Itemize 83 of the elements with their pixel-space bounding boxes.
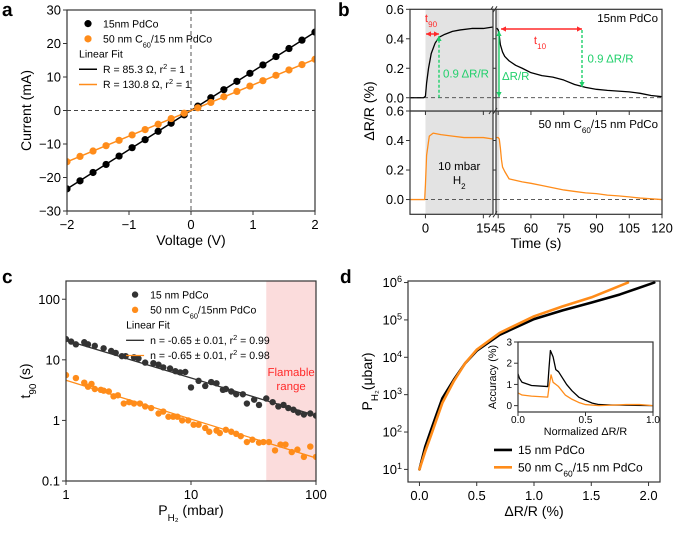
text: 50 nm C$_{60}$/15 nm PdCo <box>538 119 658 134</box>
y-tick-label: 0 <box>506 401 512 412</box>
y-tick-label: 0.2 <box>386 60 404 76</box>
y-tick-label: 0.4 <box>386 31 404 46</box>
y-tick-label: −30 <box>38 204 61 219</box>
x-axis-title: P$_{H₂}$ (mbar) <box>158 502 224 524</box>
x-tick-label: 105 <box>618 220 640 236</box>
x-tick-label: 1.0 <box>524 488 544 503</box>
chart-title: b <box>338 0 350 21</box>
y-tick-label: 0.2 <box>386 162 404 178</box>
x-tick-label: 2 <box>311 217 319 232</box>
band-label: 10 mbar H$_{2}$ <box>438 161 480 190</box>
legend-label: 15 nm PdCo <box>518 443 586 458</box>
x-tick-label: 0 <box>422 220 430 236</box>
x-tick-label: 1 <box>249 217 257 232</box>
x-tick-label: 2.0 <box>640 488 658 503</box>
y-tick-label: 0.1 <box>42 474 60 489</box>
x-tick-label: 90 <box>589 220 604 236</box>
legend-label: n = -0.65 ± 0.01, r$^{2}$ = 0.98 <box>150 348 270 362</box>
y-tick-label: 10$^{4}$ <box>382 348 402 365</box>
legend-label: n = -0.65 ± 0.01, r$^{2}$ = 0.99 <box>150 332 270 347</box>
x-tick-label: 10 <box>184 487 198 502</box>
y-tick-label: 100 <box>38 292 60 307</box>
y-tick-label: 0 <box>54 103 61 118</box>
y-tick-label: 10$^{3}$ <box>382 386 402 402</box>
x-tick-label: 75 <box>556 220 571 236</box>
legend-label: 50 nm C$_{60}$/15 nm PdCo <box>103 34 212 50</box>
annotation: t$_{90}$ <box>424 13 438 28</box>
x-tick-label: 1.5 <box>582 488 600 503</box>
band-label: Flamable range <box>267 367 315 393</box>
legend-label: R = 130.8 Ω, r$^{2}$ = 1 <box>103 76 191 92</box>
x-tick-label: 0.0 <box>410 488 428 503</box>
legend-label: R = 85.3 Ω, r$^{2}$ = 1 <box>103 61 186 76</box>
x-tick-label: 15 <box>476 220 491 236</box>
legend-label: 15 nm PdCo <box>150 289 209 302</box>
x-tick-label: −1 <box>122 217 136 232</box>
y-tick-label: 20 <box>46 36 61 52</box>
x-tick-label: 45 <box>490 220 506 236</box>
y-axis-title: Accuracy (%) <box>487 344 499 410</box>
y-tick-label: −20 <box>38 170 61 186</box>
chart-title: a <box>2 0 13 21</box>
x-tick-label: 0.5 <box>578 415 593 426</box>
y-tick-label: 0.6 <box>386 2 404 17</box>
y-tick-label: 10 <box>46 352 60 368</box>
y-tick-label: 10$^{2}$ <box>382 424 402 440</box>
annotation: 0.9 ΔR/R <box>588 53 634 66</box>
annotation: ΔR/R <box>502 71 530 83</box>
y-tick-label: 10$^{5}$ <box>382 311 402 328</box>
x-tick-label: 0 <box>187 217 195 232</box>
text: 15nm PdCo <box>597 13 658 25</box>
y-tick-label: 0.0 <box>386 192 404 208</box>
x-tick-label: 100 <box>305 487 327 502</box>
y-tick-label: 2 <box>506 358 512 370</box>
x-axis-title: Normalized ΔR/R <box>544 426 628 438</box>
x-axis-title: Voltage (V) <box>156 232 226 248</box>
annotation: Linear Fit <box>126 320 170 332</box>
x-tick-label: 1.0 <box>646 415 660 426</box>
x-tick-label: 120 <box>651 220 673 236</box>
x-axis-title: Time (s) <box>510 235 562 252</box>
annotation: t$_{10}$ <box>534 35 547 50</box>
x-axis-title: ΔR/R (%) <box>504 502 564 519</box>
y-axis-title: Current (mA) <box>18 70 34 152</box>
y-tick-label: 10$^{6}$ <box>382 274 402 290</box>
y-axis-title: ΔR/R (%) <box>361 81 377 141</box>
legend-label: 15nm PdCo <box>103 18 159 30</box>
y-tick-label: −10 <box>38 136 61 152</box>
y-tick-label: 0.4 <box>386 133 404 148</box>
y-tick-label: 10$^{1}$ <box>382 460 402 477</box>
x-tick-label: −2 <box>60 217 74 232</box>
legend-label: 50 nm C$_{60}$/15 nm PdCo <box>518 460 644 478</box>
y-tick-label: 30 <box>46 2 61 18</box>
chart-title: c <box>2 267 13 288</box>
annotation: 0.9 ΔR/R <box>442 68 489 80</box>
y-tick-label: 0.0 <box>386 90 404 106</box>
annotation: Linear Fit <box>79 48 123 61</box>
x-tick-label: 0.5 <box>468 488 486 503</box>
y-tick-label: 3 <box>506 338 512 348</box>
y-tick-label: 1 <box>506 380 512 391</box>
chart-title: d <box>340 267 352 288</box>
y-tick-label: 10 <box>46 70 61 85</box>
y-tick-label: 0.6 <box>386 104 404 119</box>
x-tick-label: 60 <box>524 220 538 236</box>
legend-label: 50 nm C$_{60}$/15nm PdCo <box>150 304 256 320</box>
